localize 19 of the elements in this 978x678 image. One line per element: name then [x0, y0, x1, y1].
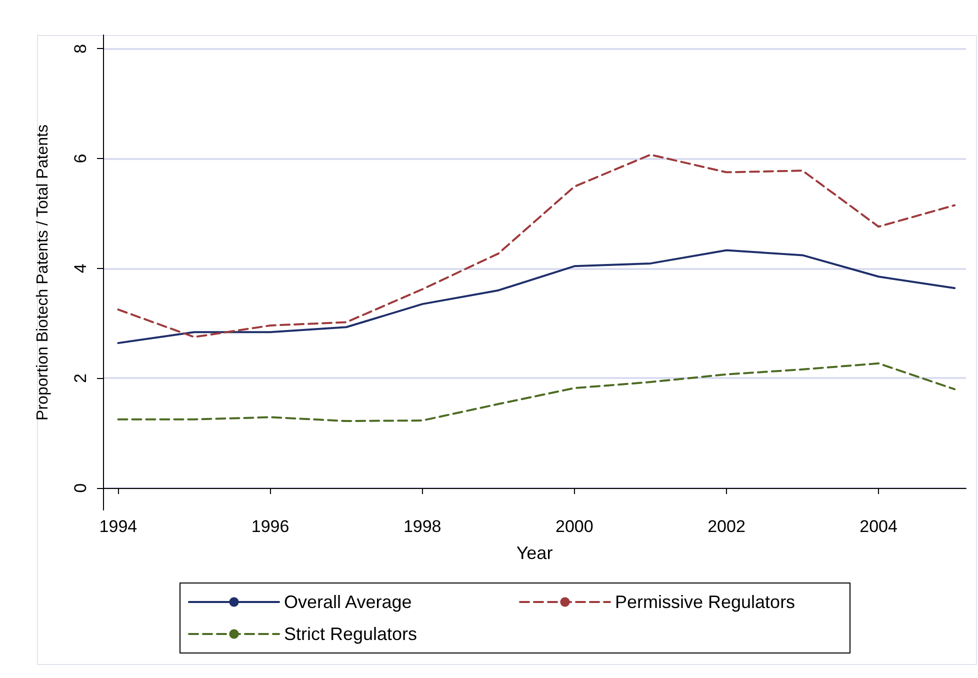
x-axis-title: Year: [516, 543, 553, 563]
legend-label: Strict Regulators: [284, 624, 418, 644]
x-tick-label: 2000: [556, 517, 594, 536]
y-tick-label: 2: [71, 373, 90, 383]
x-tick-label: 2004: [860, 517, 898, 536]
legend-label: Overall Average: [284, 592, 412, 612]
x-tick-label: 2002: [708, 517, 746, 536]
y-tick-label: 0: [71, 483, 90, 493]
line-series: [117, 362, 956, 422]
y-tick-label: 8: [71, 44, 90, 54]
line-series: [117, 249, 956, 344]
x-tick-label: 1994: [99, 517, 138, 536]
y-tick-label: 4: [71, 264, 90, 274]
line-series: [117, 154, 956, 338]
x-tick-label: 1996: [251, 517, 290, 536]
y-axis-title: Proportion Biotech Patents / Total Patents: [34, 124, 52, 420]
legend-label: Permissive Regulators: [615, 592, 796, 612]
y-tick-label: 6: [71, 154, 90, 164]
x-tick-label: 1998: [403, 517, 442, 536]
